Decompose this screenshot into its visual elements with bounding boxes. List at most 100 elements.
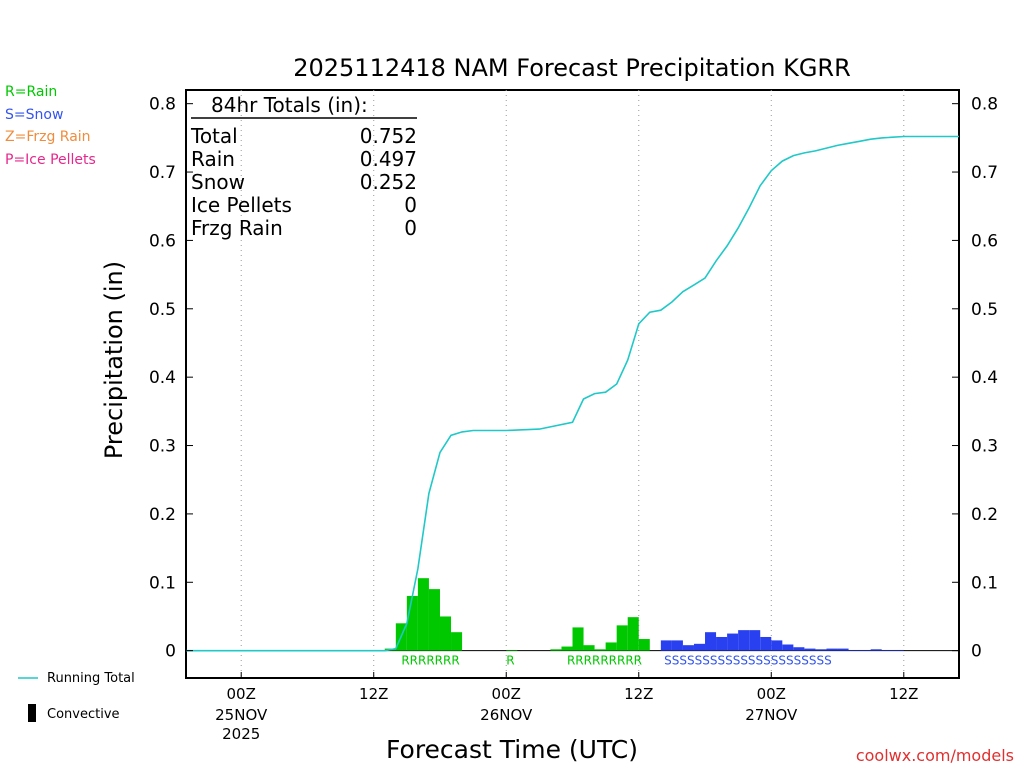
- totals-row-label: Rain: [191, 147, 235, 171]
- snow-bar: [760, 636, 772, 651]
- y-tick-label: 0.2: [149, 505, 176, 525]
- x-tick-label: 00Z: [492, 685, 521, 703]
- y-tick-label: 0.3: [149, 437, 176, 457]
- snow-bar: [870, 649, 882, 651]
- x-tick-date: 27NOV: [745, 706, 798, 724]
- totals-row-value: 0: [404, 193, 417, 217]
- rain-bar: [561, 646, 573, 651]
- x-tick-label: 12Z: [359, 685, 388, 703]
- legend-frzg-rain: Z=Frzg Rain: [5, 129, 91, 145]
- rain-bar: [451, 632, 463, 651]
- rain-bar: [506, 649, 518, 651]
- snow-bar: [693, 643, 706, 651]
- snow-bar: [859, 649, 871, 651]
- y-tick-label-right: 0.2: [971, 505, 998, 525]
- totals-header: 84hr Totals (in):: [211, 93, 368, 117]
- y-tick-label-right: 0: [971, 642, 982, 662]
- snow-bar: [804, 648, 816, 651]
- x-tick-label: 12Z: [624, 685, 653, 703]
- rain-bar: [616, 625, 628, 651]
- totals-row-value: 0.752: [360, 124, 417, 148]
- y-tick-label-right: 0.7: [971, 163, 998, 183]
- watermark: coolwx.com/models: [856, 746, 1014, 765]
- precip-type-labels: RRRRRRR R RRRRRRRRR SSSSSSSSSSSSSSSSSSSSSS: [401, 654, 831, 668]
- type-label: RRRRRRRRR: [567, 654, 642, 668]
- x-tick-date: 25NOV: [215, 706, 268, 724]
- snow-bar: [705, 632, 717, 651]
- snow-bar: [815, 649, 827, 651]
- snow-bar: [892, 649, 904, 651]
- rain-bar: [406, 595, 418, 651]
- plot-frame: [185, 89, 960, 679]
- y-tick-label-right: 0.8: [971, 95, 998, 115]
- y-tick-label: 0: [165, 642, 176, 662]
- rain-bar: [417, 578, 429, 651]
- y-tick-label-right: 0.6: [971, 231, 998, 251]
- x-tick-label: 00Z: [227, 685, 256, 703]
- totals-row-label: Ice Pellets: [191, 193, 292, 217]
- totals-row-value: 0.497: [360, 147, 417, 171]
- y-tick-label-right: 0.4: [971, 368, 998, 388]
- snow-bar: [660, 640, 672, 651]
- y-tick-label: 0.5: [149, 300, 176, 320]
- x-tick-label: 00Z: [757, 685, 786, 703]
- totals-row-value: 0: [404, 216, 417, 240]
- rain-bar: [428, 589, 440, 651]
- type-label: RRRRRRR: [401, 654, 459, 668]
- x-tick-date: 26NOV: [480, 706, 533, 724]
- rain-bar: [550, 649, 562, 651]
- y-axis-left: 0 0.1 0.2 0.3 0.4 0.5 0.6 0.7 0.8: [149, 95, 193, 662]
- running-total-line: [186, 135, 959, 652]
- chart-title: 2025112418 NAM Forecast Precipitation KG…: [293, 54, 851, 82]
- snow-bar: [727, 633, 739, 651]
- rain-bar: [627, 617, 639, 651]
- totals-row-value: 0.252: [360, 170, 417, 194]
- x-tick-year: 2025: [222, 725, 260, 743]
- rain-bar: [583, 645, 595, 651]
- convective-label: Convective: [47, 707, 120, 722]
- precip-bars: [384, 578, 904, 651]
- type-label: R: [506, 654, 514, 668]
- y-tick-label: 0.4: [149, 368, 176, 388]
- x-axis-label: Forecast Time (UTC): [386, 735, 638, 764]
- totals-row-label: Frzg Rain: [191, 216, 283, 240]
- type-label: SSSSSSSSSSSSSSSSSSSSSS: [664, 654, 832, 668]
- y-axis-label: Precipitation (in): [100, 261, 128, 459]
- legend-rain: R=Rain: [5, 84, 57, 100]
- rain-bar: [572, 627, 584, 651]
- snow-bar: [782, 644, 794, 651]
- totals-row-label: Total: [190, 124, 238, 148]
- snow-bar: [738, 630, 750, 651]
- y-tick-label: 0.6: [149, 231, 176, 251]
- rain-bar: [605, 642, 617, 651]
- snow-bar: [881, 649, 893, 651]
- legend-ice-pellets: P=Ice Pellets: [5, 152, 96, 168]
- rain-bar: [594, 649, 606, 651]
- snow-bar: [826, 648, 838, 651]
- snow-bar: [837, 648, 849, 651]
- y-tick-label-right: 0.3: [971, 437, 998, 457]
- totals-row-label: Snow: [191, 170, 245, 194]
- convective-swatch: [28, 704, 36, 722]
- y-tick-label: 0.1: [149, 573, 176, 593]
- snow-bar: [793, 647, 805, 651]
- vertical-grid: [240, 90, 905, 678]
- legend-snow: S=Snow: [5, 107, 63, 123]
- y-tick-label-right: 0.1: [971, 573, 998, 593]
- snow-bar: [682, 645, 694, 651]
- snow-bar: [749, 630, 761, 651]
- snow-bar: [771, 640, 783, 651]
- legend: R=Rain S=Snow Z=Frzg Rain P=Ice Pellets: [5, 84, 96, 168]
- y-tick-label-right: 0.5: [971, 300, 998, 320]
- snow-bar: [848, 649, 860, 651]
- y-axis-right: 0 0.1 0.2 0.3 0.4 0.5 0.6 0.7 0.8: [952, 95, 998, 662]
- running-total-label: Running Total: [47, 671, 135, 686]
- key-legend: Running Total Convective: [18, 671, 135, 722]
- rain-bar: [638, 639, 650, 651]
- snow-bar: [716, 636, 728, 651]
- totals-box: 84hr Totals (in): Total 0.752 Rain 0.497 Sno…: [190, 93, 417, 240]
- rain-bar: [439, 616, 452, 651]
- y-tick-label: 0.8: [149, 95, 176, 115]
